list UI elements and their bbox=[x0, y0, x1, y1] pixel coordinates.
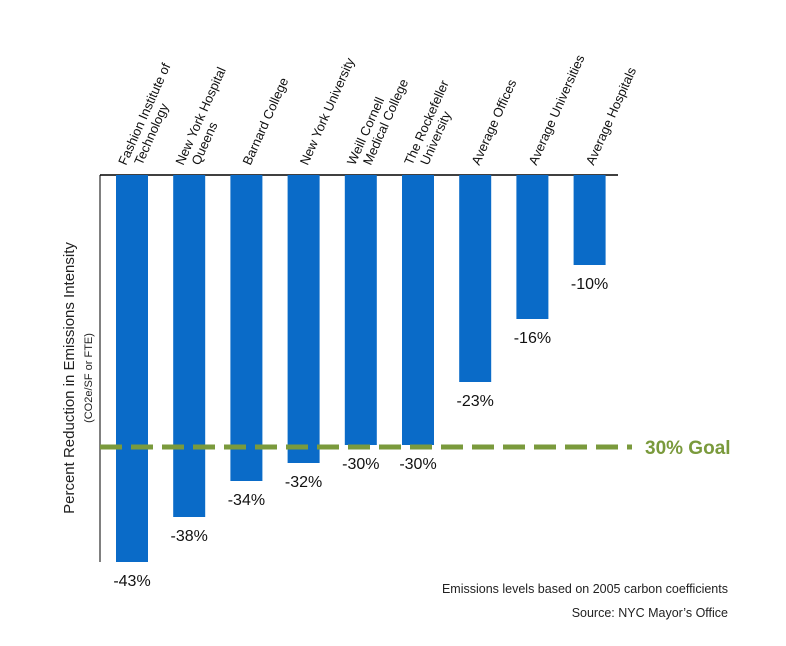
category-label-line: Average Universities bbox=[525, 52, 587, 167]
data-labels-group: -43% -38% -34% -32% -30% -30% -23% -16% -10% bbox=[113, 276, 608, 590]
data-label-1: -43% bbox=[113, 573, 150, 590]
category-label-3: Barnard College bbox=[239, 75, 291, 167]
data-label-5: -30% bbox=[342, 456, 379, 473]
bar-4 bbox=[287, 175, 320, 463]
bar-5 bbox=[344, 175, 377, 445]
data-label-7: -23% bbox=[457, 393, 494, 410]
category-label-9: Average Hospitals bbox=[583, 64, 640, 167]
bars-group bbox=[116, 175, 606, 562]
bar-7 bbox=[459, 175, 492, 382]
category-label-line: Barnard College bbox=[239, 75, 291, 167]
data-label-4: -32% bbox=[285, 474, 322, 491]
goal-label: 30% Goal bbox=[645, 438, 731, 459]
data-label-3: -34% bbox=[228, 492, 265, 509]
bar-3 bbox=[230, 175, 263, 481]
y-axis-subtitle: (CO2e/SF or FTE) bbox=[83, 333, 95, 423]
category-label-8: Average Universities bbox=[525, 52, 587, 167]
data-label-8: -16% bbox=[514, 330, 551, 347]
category-label-line: Average Hospitals bbox=[583, 64, 640, 167]
bar-1 bbox=[116, 175, 148, 562]
data-label-6: -30% bbox=[399, 456, 436, 473]
y-axis-title: Percent Reduction in Emissions Intensity bbox=[61, 242, 78, 514]
bar-8 bbox=[516, 175, 549, 319]
data-label-2: -38% bbox=[171, 528, 208, 545]
category-label-7: Average Offices bbox=[468, 77, 519, 168]
bar-6 bbox=[402, 175, 434, 445]
bar-2 bbox=[173, 175, 206, 517]
note-coefficients: Emissions levels based on 2005 carbon co… bbox=[441, 582, 728, 596]
bar-9 bbox=[573, 175, 606, 265]
y-axis-label: Percent Reduction in Emissions Intensity bbox=[61, 242, 78, 514]
y-axis-sublabel: (CO2e/SF or FTE) bbox=[83, 333, 95, 423]
note-source: Source: NYC Mayor’s Office bbox=[571, 606, 728, 620]
data-label-9: -10% bbox=[571, 276, 608, 293]
category-label-line: Average Offices bbox=[468, 77, 519, 168]
